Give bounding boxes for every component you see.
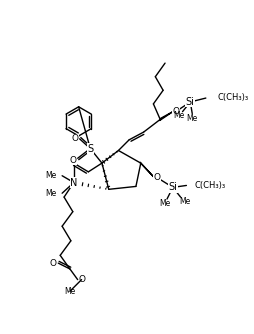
- Text: C(CH₃)₃: C(CH₃)₃: [217, 93, 249, 102]
- Text: Me: Me: [45, 189, 56, 198]
- Text: O: O: [78, 275, 85, 284]
- Text: Me: Me: [160, 199, 171, 208]
- Text: Me: Me: [173, 111, 184, 120]
- Text: O: O: [71, 134, 78, 143]
- Text: Me: Me: [45, 171, 56, 180]
- Polygon shape: [160, 112, 173, 121]
- Text: Me: Me: [179, 197, 190, 206]
- Text: Me: Me: [187, 114, 198, 123]
- Text: O: O: [69, 156, 76, 165]
- Text: Si: Si: [168, 182, 177, 192]
- Text: S: S: [87, 144, 93, 154]
- Text: O: O: [50, 259, 57, 268]
- Text: Me: Me: [64, 287, 75, 296]
- Text: Si: Si: [186, 97, 195, 107]
- Text: O: O: [172, 107, 179, 116]
- Text: C(CH₃)₃: C(CH₃)₃: [194, 181, 225, 190]
- Text: O: O: [154, 173, 161, 182]
- Text: N: N: [70, 178, 77, 187]
- Polygon shape: [140, 162, 154, 178]
